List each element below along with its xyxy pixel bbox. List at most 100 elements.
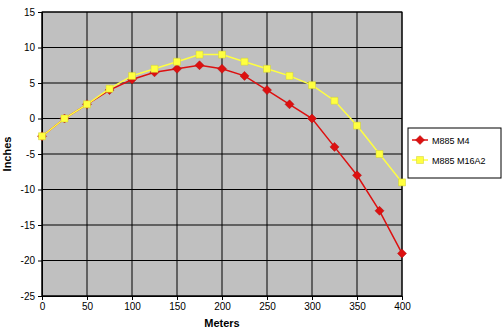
y-tick-mark [38, 154, 42, 155]
x-tick-label: 100 [124, 301, 141, 312]
plot-background [42, 12, 402, 296]
legend: M885 M4 M885 M16A2 [408, 128, 501, 178]
x-tick: 0 [40, 296, 46, 312]
chart: 050100150200250300350400-25-20-15-10-505… [0, 0, 504, 332]
legend-item: M885 M16A2 [412, 156, 486, 166]
legend-label: M885 M16A2 [432, 156, 486, 166]
y-tick: -25 [21, 291, 42, 302]
x-tick-label: 200 [214, 301, 231, 312]
grid-line-x [132, 12, 133, 296]
series-line [42, 65, 402, 253]
point [38, 132, 47, 141]
y-tick-label: 15 [24, 7, 36, 18]
point [39, 133, 46, 140]
point [105, 86, 114, 95]
x-tick-label: 350 [349, 301, 366, 312]
x-axis: 0 50 100 150 200 250 300 350 400 [40, 296, 412, 312]
point [398, 249, 407, 258]
point [354, 122, 361, 129]
point [196, 51, 203, 58]
point [106, 85, 113, 92]
y-tick-label: -5 [26, 149, 35, 160]
y-tick-mark [38, 190, 42, 191]
y-tick: 10 [24, 42, 42, 53]
x-tick-label: 150 [169, 301, 186, 312]
y-tick-label: 10 [24, 42, 36, 53]
point [286, 72, 293, 79]
grid-line-x [87, 12, 88, 296]
y-tick-mark [38, 119, 42, 120]
data [38, 51, 407, 258]
grid-line-x [357, 12, 358, 296]
series-line [42, 55, 402, 183]
point [129, 72, 136, 79]
legend-label: M885 M4 [432, 136, 470, 146]
x-tick: 250 [259, 296, 276, 312]
point [399, 179, 406, 186]
point [353, 171, 362, 180]
x-tick: 50 [82, 296, 94, 312]
x-tick-mark [222, 296, 223, 300]
y-tick: -20 [21, 255, 42, 266]
point [195, 61, 204, 70]
point [330, 142, 339, 151]
x-tick-mark [402, 296, 403, 300]
y-tick: -15 [21, 220, 42, 231]
x-axis-title: Meters [204, 317, 239, 329]
y-tick-mark [38, 296, 42, 297]
x-tick: 400 [394, 296, 411, 312]
plot: 050100150200250300350400-25-20-15-10-505… [21, 7, 412, 312]
y-tick-label: 0 [29, 113, 35, 124]
x-tick-mark [132, 296, 133, 300]
y-tick-mark [38, 48, 42, 49]
point [173, 64, 182, 73]
point [84, 101, 91, 108]
x-tick: 300 [304, 296, 321, 312]
y-tick-mark [38, 225, 42, 226]
point [263, 86, 272, 95]
y-tick: 0 [29, 113, 42, 124]
x-tick: 350 [349, 296, 366, 312]
x-tick: 100 [124, 296, 141, 312]
x-tick-label: 400 [394, 301, 411, 312]
point [83, 100, 92, 109]
series [38, 61, 407, 258]
grid-line-x [312, 12, 313, 296]
y-tick-label: -10 [21, 184, 36, 195]
x-tick: 200 [214, 296, 231, 312]
y-tick-label: -20 [21, 255, 36, 266]
grid [42, 12, 402, 296]
point [60, 114, 69, 123]
x-tick-label: 0 [40, 301, 46, 312]
legend-marker [417, 157, 424, 164]
y-tick-label: -25 [21, 291, 36, 302]
point [218, 64, 227, 73]
legend-item: M885 M4 [412, 136, 470, 146]
grid-line-x [177, 12, 178, 296]
point [285, 100, 294, 109]
x-tick-mark [267, 296, 268, 300]
point [61, 115, 68, 122]
point [219, 51, 226, 58]
x-tick-label: 50 [82, 301, 94, 312]
point [308, 114, 317, 123]
y-tick: -10 [21, 184, 42, 195]
legend-marker [416, 136, 425, 145]
grid-line-x [267, 12, 268, 296]
point [331, 97, 338, 104]
y-tick-label: -15 [21, 220, 36, 231]
series [39, 51, 406, 186]
x-tick-mark [177, 296, 178, 300]
plot-frame [42, 12, 402, 296]
x-axis-line [43, 297, 403, 301]
x-tick-mark [312, 296, 313, 300]
x-tick-mark [357, 296, 358, 300]
point [151, 65, 158, 72]
y-tick-mark [38, 83, 42, 84]
y-axis: -25-20-15-10-5051015 [21, 7, 43, 302]
x-tick-label: 250 [259, 301, 276, 312]
y-tick: 15 [24, 7, 42, 18]
x-tick: 150 [169, 296, 186, 312]
legend-box [408, 128, 501, 178]
point [241, 58, 248, 65]
